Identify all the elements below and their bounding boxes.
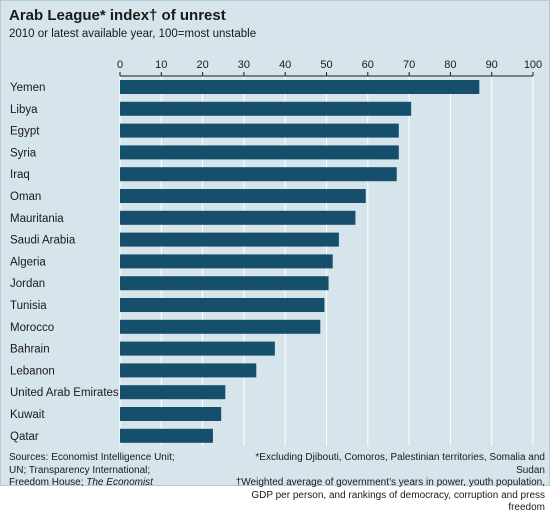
category-label-yemen: Yemen <box>10 82 45 94</box>
bar-qatar <box>120 428 213 443</box>
category-label-kuwait: Kuwait <box>10 409 45 421</box>
x-tick-label-90: 90 <box>486 59 498 71</box>
chart-title: Arab League* index† of unrest <box>9 7 226 24</box>
category-label-mauritania: Mauritania <box>10 213 64 225</box>
footnote-index-definition: †Weighted average of government’s years … <box>235 477 545 488</box>
bar-lebanon <box>120 363 257 378</box>
category-label-libya: Libya <box>10 104 38 116</box>
category-label-bahrain: Bahrain <box>10 344 50 356</box>
x-tick-label-10: 10 <box>155 59 167 71</box>
category-label-syria: Syria <box>10 147 37 159</box>
chart-subtitle: 2010 or latest available year, 100=most … <box>9 28 257 40</box>
x-tick-label-80: 80 <box>444 59 456 71</box>
bar-saudi-arabia <box>120 232 339 247</box>
category-label-egypt: Egypt <box>10 126 40 138</box>
category-label-algeria: Algeria <box>10 256 46 268</box>
bar-united-arab-emirates <box>120 385 226 400</box>
bar-chart: 0 10 20 30 40 50 60 70 80 90 100 Yemen Libya Egypt Syr… <box>10 59 542 446</box>
footnote-exclusions: *Excluding Djibouti, Comoros, Palestinia… <box>255 452 545 476</box>
bar-iraq <box>120 167 397 182</box>
category-label-oman: Oman <box>10 191 41 203</box>
category-label-qatar: Qatar <box>10 431 39 443</box>
bar-egypt <box>120 123 399 138</box>
sources-publication: The Economist <box>86 477 153 488</box>
x-tick-label-70: 70 <box>403 59 415 71</box>
bar-bahrain <box>120 341 275 356</box>
category-label-iraq: Iraq <box>10 169 30 181</box>
bar-tunisia <box>120 298 325 312</box>
bar-libya <box>120 101 412 116</box>
category-label-lebanon: Lebanon <box>10 365 55 377</box>
x-tick-label-30: 30 <box>238 59 250 71</box>
bar-syria <box>120 145 399 160</box>
sources-line-2: UN; Transparency International; <box>9 464 151 476</box>
sources-line-3-text: Freedom House; <box>9 477 87 488</box>
category-label-morocco: Morocco <box>10 322 54 334</box>
bar-algeria <box>120 254 333 269</box>
x-tick-label-0: 0 <box>117 59 123 71</box>
bar-jordan <box>120 276 329 291</box>
sources-line-1: Sources: Economist Intelligence Unit; <box>9 452 175 463</box>
x-tick-label-60: 60 <box>362 59 374 71</box>
bar-morocco <box>120 319 321 334</box>
bar-kuwait <box>120 407 222 421</box>
x-tick-label-50: 50 <box>320 59 332 71</box>
footnotes: *Excluding Djibouti, Comoros, Palestinia… <box>225 452 545 515</box>
bar-yemen <box>120 80 480 94</box>
category-label-united-arab-emirates: United Arab Emirates <box>10 387 119 399</box>
category-label-tunisia: Tunisia <box>10 300 47 312</box>
x-tick-label-20: 20 <box>196 59 208 71</box>
sources-note: Sources: Economist Intelligence Unit; UN… <box>9 452 209 490</box>
sources-line-3: Freedom House; The Economist <box>9 477 209 490</box>
footnote-index-definition-cont: GDP per person, and rankings of democrac… <box>251 489 545 514</box>
category-label-saudi-arabia: Saudi Arabia <box>10 235 76 247</box>
bar-oman <box>120 189 366 203</box>
bar-mauritania <box>120 210 356 225</box>
x-tick-label-40: 40 <box>279 59 291 71</box>
category-label-jordan: Jordan <box>10 278 45 290</box>
x-tick-label-100: 100 <box>524 59 542 71</box>
